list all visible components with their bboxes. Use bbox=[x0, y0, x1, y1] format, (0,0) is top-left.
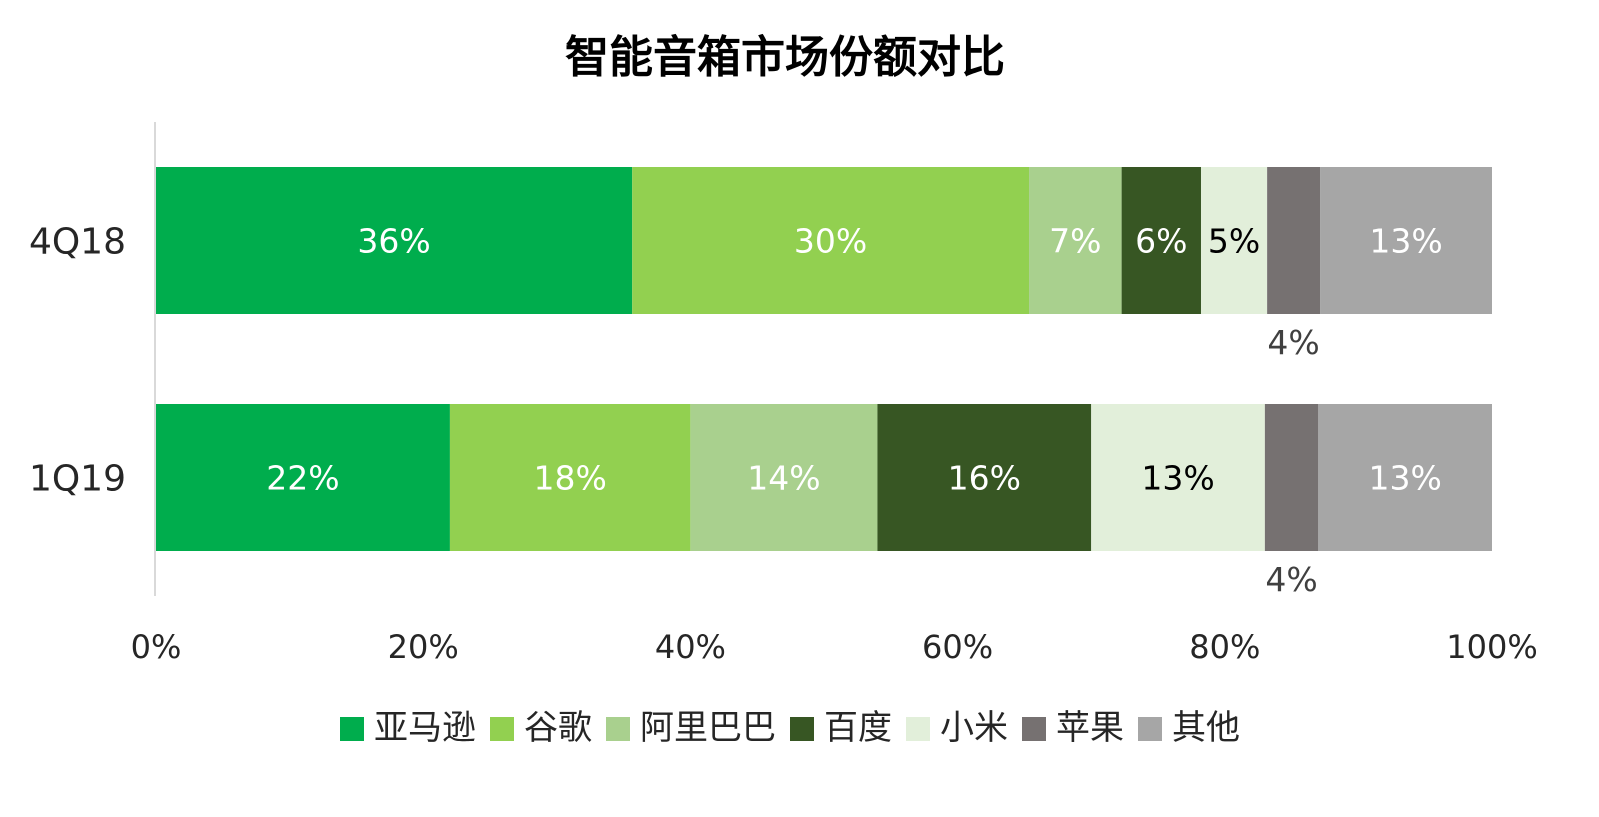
bar-segment bbox=[156, 167, 633, 314]
chart-title: 智能音箱市场份额对比 bbox=[565, 32, 1005, 83]
bar-segment bbox=[1264, 404, 1319, 551]
category-label: 4Q18 bbox=[29, 222, 126, 263]
data-label: 14% bbox=[747, 459, 820, 498]
data-label: 16% bbox=[948, 459, 1021, 498]
bar-segment bbox=[449, 404, 691, 551]
legend-item: 其他 bbox=[1138, 708, 1240, 748]
legend-swatch bbox=[1138, 717, 1162, 741]
data-label: 4% bbox=[1265, 560, 1317, 599]
data-label: 13% bbox=[1369, 222, 1442, 261]
x-tick-label: 0% bbox=[131, 628, 182, 666]
legend-item: 百度 bbox=[790, 708, 892, 748]
bar-segment bbox=[690, 404, 878, 551]
data-label: 36% bbox=[357, 222, 430, 261]
legend-label: 亚马逊 bbox=[374, 708, 476, 748]
bar-segment bbox=[632, 167, 1030, 314]
x-tick-label: 40% bbox=[655, 628, 726, 666]
legend-item: 阿里巴巴 bbox=[606, 708, 776, 748]
legend-swatch bbox=[906, 717, 930, 741]
data-label: 4% bbox=[1267, 323, 1319, 362]
category-label: 1Q19 bbox=[29, 459, 126, 500]
legend-item: 谷歌 bbox=[490, 708, 592, 748]
legend-swatch bbox=[340, 717, 364, 741]
legend-label: 其他 bbox=[1172, 708, 1240, 748]
data-label: 6% bbox=[1135, 222, 1187, 261]
legend-item: 苹果 bbox=[1022, 708, 1124, 748]
bar-segment bbox=[1091, 404, 1265, 551]
bar-segment bbox=[156, 404, 450, 551]
x-tick-label: 20% bbox=[388, 628, 459, 666]
x-tick-label: 60% bbox=[922, 628, 993, 666]
data-label: 7% bbox=[1049, 222, 1101, 261]
legend-label: 阿里巴巴 bbox=[640, 708, 776, 748]
data-label: 5% bbox=[1208, 222, 1260, 261]
bar-segment bbox=[1121, 167, 1201, 314]
data-label: 13% bbox=[1141, 459, 1214, 498]
legend-label: 百度 bbox=[824, 708, 892, 748]
bar-segment bbox=[1267, 167, 1321, 314]
bar-segment bbox=[1318, 404, 1492, 551]
legend-swatch bbox=[790, 717, 814, 741]
x-tick-label: 100% bbox=[1446, 628, 1537, 666]
bar-segment bbox=[1029, 167, 1122, 314]
data-label: 22% bbox=[266, 459, 339, 498]
legend-label: 小米 bbox=[940, 708, 1008, 748]
data-label: 30% bbox=[794, 222, 867, 261]
legend-label: 谷歌 bbox=[524, 708, 592, 748]
data-label: 13% bbox=[1368, 459, 1441, 498]
legend-item: 小米 bbox=[906, 708, 1008, 748]
x-tick-label: 80% bbox=[1189, 628, 1260, 666]
legend-swatch bbox=[490, 717, 514, 741]
legend-label: 苹果 bbox=[1056, 708, 1124, 748]
data-label: 18% bbox=[533, 459, 606, 498]
plot-area: 4Q18 36% 30% 7% 6% 5% 4% 13% 1Q19 22% 18% 14% 16% 13%… bbox=[29, 122, 1492, 599]
legend: 亚马逊 谷歌 阿里巴巴 百度 小米 苹果 其他 bbox=[340, 708, 1240, 748]
bar-segment bbox=[1320, 167, 1492, 314]
legend-swatch bbox=[606, 717, 630, 741]
bar-segment bbox=[877, 404, 1092, 551]
legend-swatch bbox=[1022, 717, 1046, 741]
legend-item: 亚马逊 bbox=[340, 708, 476, 748]
x-axis: 0% 20% 40% 60% 80% 100% bbox=[131, 628, 1538, 666]
bar-segment bbox=[1200, 167, 1268, 314]
